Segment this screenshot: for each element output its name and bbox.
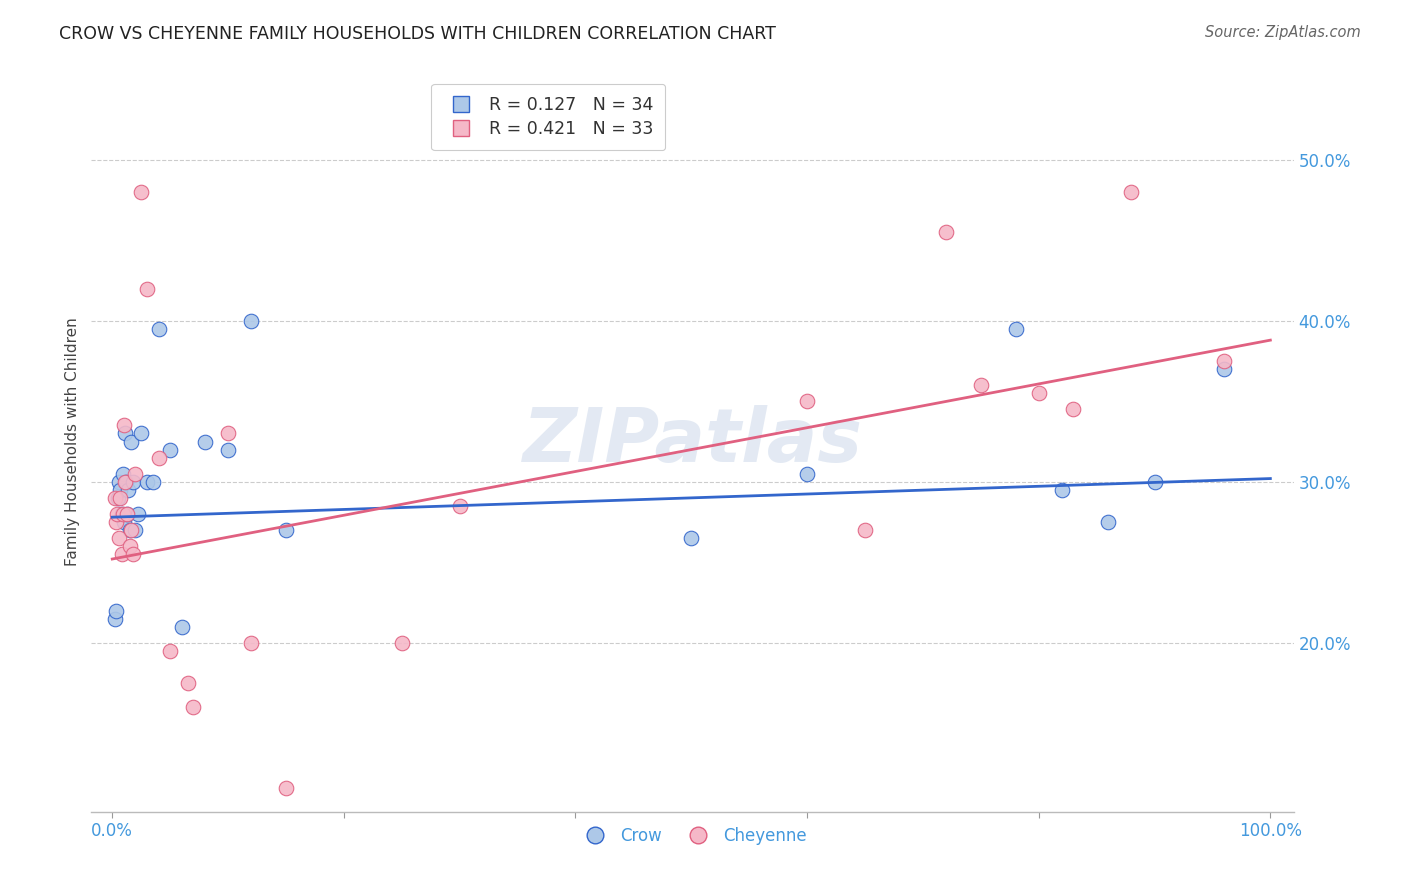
Point	[104, 515, 127, 529]
Point	[1004, 322, 1026, 336]
Point	[129, 426, 152, 441]
Point	[1062, 402, 1084, 417]
Point	[114, 475, 136, 489]
Point	[240, 636, 263, 650]
Point	[853, 523, 876, 537]
Point	[112, 515, 135, 529]
Point	[1097, 515, 1119, 529]
Point	[122, 547, 145, 561]
Point	[148, 322, 170, 336]
Point	[274, 523, 297, 537]
Point	[217, 442, 239, 457]
Point	[118, 523, 141, 537]
Point	[110, 507, 132, 521]
Point	[935, 225, 957, 239]
Point	[105, 507, 128, 521]
Point	[148, 450, 170, 465]
Point	[122, 475, 145, 489]
Point	[681, 531, 703, 545]
Point	[1028, 386, 1050, 401]
Point	[107, 491, 129, 505]
Point	[194, 434, 217, 449]
Point	[159, 442, 181, 457]
Point	[274, 780, 297, 795]
Point	[240, 314, 263, 328]
Point	[970, 378, 993, 392]
Legend: Crow, Cheyenne: Crow, Cheyenne	[571, 820, 814, 852]
Point	[120, 434, 142, 449]
Text: ZIPatlas: ZIPatlas	[523, 405, 862, 478]
Point	[159, 644, 181, 658]
Point	[114, 426, 136, 441]
Point	[1143, 475, 1166, 489]
Point	[112, 418, 135, 433]
Point	[111, 507, 134, 521]
Point	[117, 507, 139, 521]
Point	[115, 475, 138, 489]
Point	[124, 523, 146, 537]
Point	[1213, 354, 1236, 368]
Point	[104, 603, 127, 617]
Point	[176, 676, 198, 690]
Point	[1121, 185, 1143, 199]
Point	[136, 282, 159, 296]
Point	[110, 547, 132, 561]
Point	[136, 475, 159, 489]
Point	[796, 467, 818, 481]
Point	[170, 620, 193, 634]
Point	[117, 483, 139, 497]
Point	[118, 539, 141, 553]
Point	[103, 491, 125, 505]
Point	[127, 507, 149, 521]
Text: Source: ZipAtlas.com: Source: ZipAtlas.com	[1205, 25, 1361, 40]
Point	[110, 483, 132, 497]
Point	[1213, 362, 1236, 376]
Text: CROW VS CHEYENNE FAMILY HOUSEHOLDS WITH CHILDREN CORRELATION CHART: CROW VS CHEYENNE FAMILY HOUSEHOLDS WITH …	[59, 25, 776, 43]
Point	[103, 611, 125, 625]
Point	[391, 636, 413, 650]
Y-axis label: Family Households with Children: Family Households with Children	[65, 318, 80, 566]
Point	[129, 185, 152, 199]
Point	[108, 475, 131, 489]
Point	[110, 491, 132, 505]
Point	[449, 499, 471, 513]
Point	[117, 507, 139, 521]
Point	[796, 394, 818, 409]
Point	[1050, 483, 1073, 497]
Point	[111, 467, 134, 481]
Point	[217, 426, 239, 441]
Point	[120, 523, 142, 537]
Point	[181, 700, 204, 714]
Point	[124, 467, 146, 481]
Point	[142, 475, 165, 489]
Point	[108, 531, 131, 545]
